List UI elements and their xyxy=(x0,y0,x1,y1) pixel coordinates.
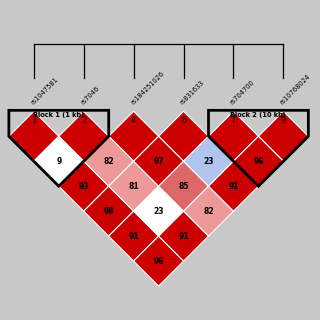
Polygon shape xyxy=(59,161,109,211)
Polygon shape xyxy=(134,136,184,186)
Polygon shape xyxy=(134,186,184,236)
Polygon shape xyxy=(134,236,184,286)
Polygon shape xyxy=(9,111,59,161)
Polygon shape xyxy=(184,136,234,186)
Polygon shape xyxy=(259,111,308,161)
Text: 2: 2 xyxy=(81,116,86,125)
Text: rs10768024: rs10768024 xyxy=(279,73,312,105)
Text: Block 2 (10 kb): Block 2 (10 kb) xyxy=(230,112,286,118)
Text: 82: 82 xyxy=(103,157,114,166)
Text: 82: 82 xyxy=(203,207,214,216)
Polygon shape xyxy=(234,136,284,186)
Text: 7: 7 xyxy=(231,116,236,125)
Text: 97: 97 xyxy=(153,157,164,166)
Text: 23: 23 xyxy=(203,157,214,166)
Polygon shape xyxy=(159,211,209,261)
Text: Block 1 (1 kb): Block 1 (1 kb) xyxy=(33,112,84,118)
Text: rs831633: rs831633 xyxy=(179,79,206,105)
Text: rs1047581: rs1047581 xyxy=(29,76,59,105)
Text: rs7046: rs7046 xyxy=(79,85,100,105)
Text: 96: 96 xyxy=(253,157,264,166)
Polygon shape xyxy=(109,111,159,161)
Text: 98: 98 xyxy=(103,207,114,216)
Polygon shape xyxy=(209,111,259,161)
Text: 91: 91 xyxy=(228,182,239,191)
Text: 1: 1 xyxy=(31,116,36,125)
Text: 6: 6 xyxy=(181,116,186,125)
Text: 85: 85 xyxy=(178,182,189,191)
Polygon shape xyxy=(184,186,234,236)
Text: 93: 93 xyxy=(78,182,89,191)
Polygon shape xyxy=(59,111,109,161)
Polygon shape xyxy=(159,111,209,161)
Polygon shape xyxy=(34,136,84,186)
Text: 96: 96 xyxy=(153,257,164,266)
Text: 81: 81 xyxy=(128,182,139,191)
Text: 91: 91 xyxy=(178,232,189,241)
Polygon shape xyxy=(109,211,159,261)
Polygon shape xyxy=(84,136,134,186)
Text: rs704700: rs704700 xyxy=(229,79,256,105)
Text: 4: 4 xyxy=(131,116,136,125)
Polygon shape xyxy=(109,161,159,211)
Text: 23: 23 xyxy=(153,207,164,216)
Polygon shape xyxy=(84,186,134,236)
Text: 9: 9 xyxy=(56,157,61,166)
Polygon shape xyxy=(159,161,209,211)
Text: rs184251026: rs184251026 xyxy=(129,70,165,105)
Text: 9: 9 xyxy=(281,116,286,125)
Text: 91: 91 xyxy=(128,232,139,241)
Polygon shape xyxy=(209,161,259,211)
